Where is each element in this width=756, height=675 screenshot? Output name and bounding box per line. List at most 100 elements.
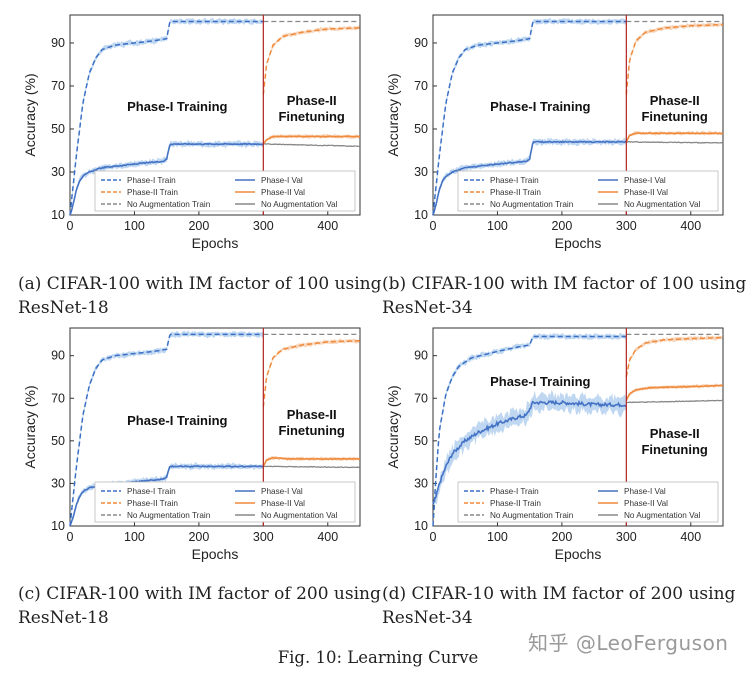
x-tick-label: 400	[680, 530, 701, 544]
y-tick-label: 10	[414, 208, 428, 222]
y-tick-label: 50	[51, 122, 65, 136]
phase1-label: Phase-I Training	[127, 99, 227, 114]
series-phase1-train	[69, 333, 264, 527]
x-tick-label: 100	[124, 219, 145, 233]
caption-d: (d) CIFAR-10 with IM factor of 200 using…	[382, 584, 736, 628]
y-tick-label: 90	[414, 36, 428, 50]
series-phase1-val	[432, 399, 627, 505]
legend-label: Phase-I Train	[127, 176, 176, 185]
series-phase2-train	[262, 340, 360, 407]
chart-panel-0: 0 100 200 300 400 10 30 50 70 90 Epochs Accuracy (%…	[22, 14, 361, 251]
phase2-label-line1: Phase-II	[650, 426, 700, 441]
series-phase1-train	[432, 20, 627, 216]
legend-label: Phase-I Train	[127, 487, 176, 496]
x-tick-label: 400	[317, 530, 338, 544]
legend-label: No Augmentation Train	[127, 200, 211, 209]
x-tick-label: 0	[67, 530, 74, 544]
legend-label: Phase-I Train	[490, 176, 539, 185]
legend-label: Phase-I Val	[624, 176, 666, 185]
legend-label: Phase-II Val	[624, 188, 668, 197]
legend-label: Phase-I Val	[624, 487, 666, 496]
legend-box	[94, 170, 356, 212]
y-tick-label: 70	[51, 79, 65, 93]
y-tick-label: 70	[414, 79, 428, 93]
y-tick-label: 10	[51, 208, 65, 222]
phase2-label-line1: Phase-II	[287, 93, 337, 108]
band-phase2-train	[626, 335, 723, 375]
y-tick-label: 30	[51, 165, 65, 179]
series-phase2-val	[262, 456, 361, 467]
legend-label: Phase-I Train	[490, 487, 539, 496]
y-tick-label: 30	[414, 476, 428, 490]
y-tick-label: 30	[414, 165, 428, 179]
x-tick-label: 300	[616, 219, 637, 233]
y-tick-label: 10	[51, 519, 65, 533]
y-tick-label: 50	[414, 122, 428, 136]
y-axis-label: Accuracy (%)	[385, 73, 401, 156]
y-tick-label: 90	[51, 349, 65, 363]
legend-label: No Augmentation Val	[624, 511, 700, 520]
x-tick-label: 0	[67, 219, 74, 233]
legend-box	[94, 481, 356, 523]
x-axis-label: Epochs	[555, 235, 602, 251]
series-noaug-val	[263, 465, 361, 469]
phase1-label: Phase-I Training	[490, 99, 590, 114]
phase2-label-line1: Phase-II	[287, 407, 337, 422]
x-axis-label: Epochs	[555, 546, 602, 562]
legend-label: Phase-I Val	[261, 176, 303, 185]
y-tick-label: 70	[51, 391, 65, 405]
phase2-label-line2: Finetuning	[278, 109, 344, 124]
legend-label: No Augmentation Val	[624, 200, 700, 209]
chart-panel-1: 0 100 200 300 400 10 30 50 70 90 Epochs Accuracy (%…	[385, 14, 724, 251]
legend-label: Phase-II Train	[127, 499, 178, 508]
y-tick-label: 90	[51, 36, 65, 50]
caption-c: (c) CIFAR-100 with IM factor of 200 usin…	[18, 584, 381, 628]
legend-label: No Augmentation Train	[490, 200, 574, 209]
series-phase2-val	[625, 384, 724, 401]
y-axis-label: Accuracy (%)	[385, 385, 401, 468]
series-phase1-val	[432, 140, 627, 216]
y-axis-label: Accuracy (%)	[22, 385, 38, 468]
watermark: 知乎 @LeoFerguson	[528, 631, 729, 655]
series-phase1-val	[69, 142, 264, 216]
legend-label: Phase-II Train	[127, 188, 178, 197]
x-tick-label: 100	[487, 219, 508, 233]
y-tick-label: 10	[414, 519, 428, 533]
series-phase1-train	[432, 335, 627, 527]
phase2-label-line2: Finetuning	[641, 109, 707, 124]
x-tick-label: 200	[188, 219, 209, 233]
x-tick-label: 300	[616, 530, 637, 544]
legend-label: No Augmentation Val	[261, 511, 337, 520]
phase1-label: Phase-I Training	[490, 374, 590, 389]
caption-b: (b) CIFAR-100 with IM factor of 100 usin…	[382, 274, 747, 318]
chart-panel-2: 0 100 200 300 400 10 30 50 70 90 Epochs Accuracy (%…	[22, 327, 361, 562]
legend-box	[457, 170, 719, 212]
legend-label: Phase-I Val	[261, 487, 303, 496]
legend-label: Phase-II Train	[490, 188, 541, 197]
series-phase1-train	[69, 20, 264, 216]
phase1-label: Phase-I Training	[127, 413, 227, 428]
y-tick-label: 50	[51, 434, 65, 448]
y-tick-label: 70	[414, 391, 428, 405]
series-phase2-val	[262, 135, 361, 145]
legend-label: Phase-II Val	[624, 499, 668, 508]
band-phase1-val	[434, 389, 627, 508]
legend-label: Phase-II Val	[261, 188, 305, 197]
legend-box	[457, 481, 719, 523]
x-tick-label: 400	[680, 219, 701, 233]
x-axis-label: Epochs	[192, 235, 239, 251]
series-noaug-val	[626, 399, 724, 404]
legend-label: No Augmentation Train	[490, 511, 574, 520]
caption-a: (a) CIFAR-100 with IM factor of 100 usin…	[18, 274, 382, 318]
legend-label: Phase-II Val	[261, 499, 305, 508]
phase2-label-line1: Phase-II	[650, 93, 700, 108]
y-tick-label: 50	[414, 434, 428, 448]
x-tick-label: 100	[487, 530, 508, 544]
x-tick-label: 200	[188, 530, 209, 544]
x-tick-label: 200	[551, 219, 572, 233]
y-tick-label: 30	[51, 476, 65, 490]
series-noaug-val	[263, 143, 361, 148]
legend-label: Phase-II Train	[490, 499, 541, 508]
x-tick-label: 300	[253, 219, 274, 233]
